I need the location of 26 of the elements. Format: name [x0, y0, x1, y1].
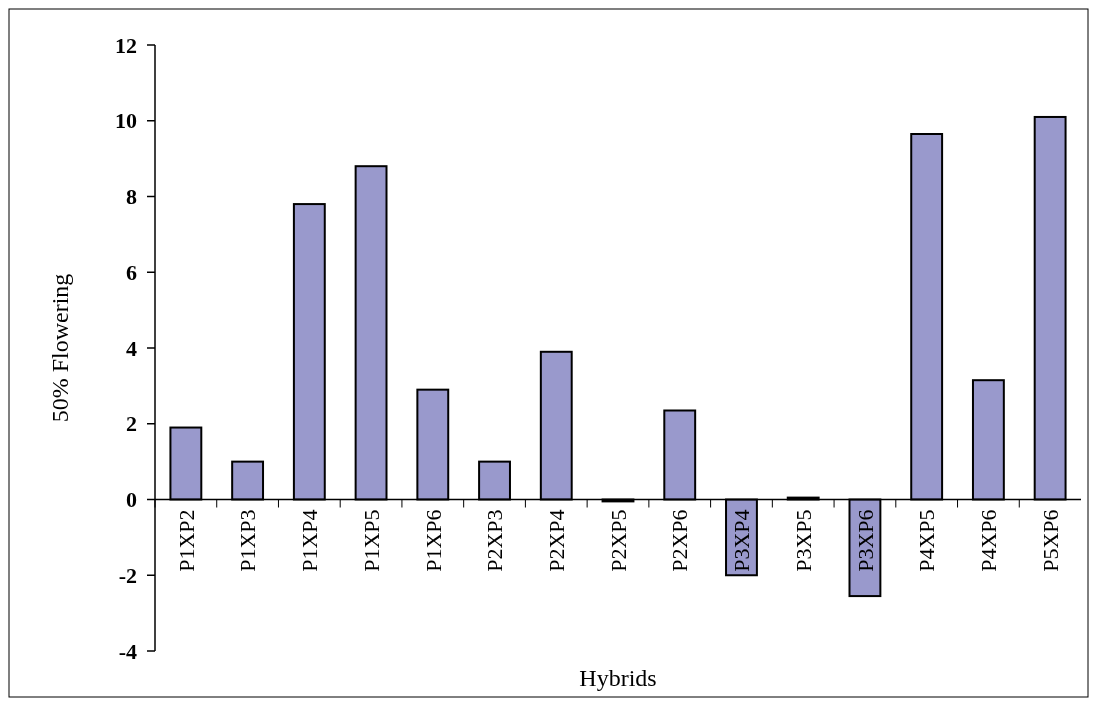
x-tick-label: P1XP2	[173, 509, 199, 572]
y-tick-label: 2	[126, 411, 137, 437]
x-axis-title: Hybrids	[579, 665, 657, 691]
x-tick-label: P4XP5	[914, 509, 940, 572]
x-tick-label: P1XP5	[358, 509, 384, 572]
y-tick-label: 8	[126, 184, 137, 210]
x-tick-label: P1XP6	[420, 509, 446, 572]
y-tick-label: 0	[126, 487, 137, 513]
y-axis-title: 50% Flowering	[47, 273, 73, 423]
y-tick-label: 10	[115, 108, 137, 134]
x-tick-label: P3XP5	[790, 509, 816, 572]
x-tick-label: P4XP6	[976, 509, 1002, 572]
x-tick-label: P2XP5	[605, 509, 631, 572]
x-tick-label: P2XP3	[482, 509, 508, 572]
x-tick-label: P3XP6	[852, 509, 878, 572]
y-tick-label: 4	[126, 335, 137, 361]
x-tick-label: P2XP6	[667, 509, 693, 572]
x-tick-label: P1XP4	[297, 509, 323, 572]
x-tick-label: P2XP4	[543, 509, 569, 572]
y-tick-label: -2	[118, 562, 137, 588]
y-tick-label: 12	[115, 32, 137, 58]
y-tick-label: -4	[118, 638, 137, 664]
x-tick-label: P5XP6	[1037, 509, 1063, 572]
x-tick-label: P3XP4	[729, 509, 755, 572]
y-tick-label: 6	[126, 259, 137, 285]
x-tick-label: P1XP3	[235, 509, 261, 572]
